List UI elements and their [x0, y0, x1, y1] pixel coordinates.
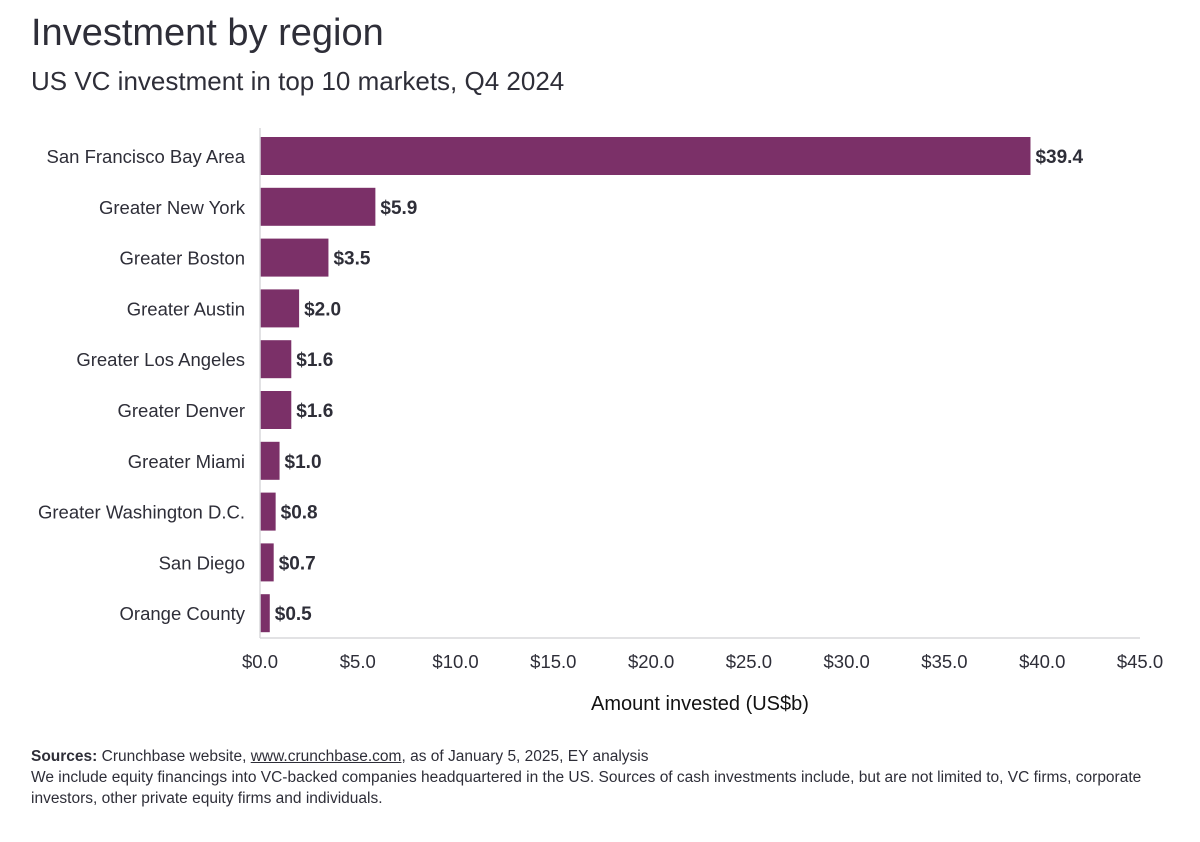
sources-text-after: , as of January 5, 2025, EY analysis — [401, 748, 649, 765]
chart-subtitle: US VC investment in top 10 markets, Q4 2… — [31, 66, 565, 96]
bars-layer: San Francisco Bay Area $39.4 Greater New Y… — [38, 137, 1083, 633]
x-tick-label: $10.0 — [432, 651, 478, 672]
value-label: $39.4 — [1035, 147, 1083, 168]
bar — [260, 391, 292, 429]
bar-chart: San Francisco Bay Area $39.4 Greater New Y… — [38, 128, 1163, 715]
value-label: $1.0 — [285, 452, 322, 473]
category-label: San Diego — [159, 552, 245, 573]
x-tick-label: $0.0 — [242, 651, 278, 672]
bar — [260, 238, 329, 277]
bar — [260, 594, 270, 633]
bar — [260, 289, 300, 328]
sources-link[interactable]: www.crunchbase.com — [250, 748, 402, 765]
x-tick-label: $40.0 — [1019, 651, 1065, 672]
sources-text-before: Crunchbase website, — [97, 748, 251, 765]
category-label: Greater Washington D.C. — [38, 502, 245, 523]
value-label: $3.5 — [333, 249, 370, 270]
x-axis-title: Amount invested (US$b) — [591, 693, 809, 715]
category-label: Greater Los Angeles — [76, 349, 245, 370]
category-label: Greater Austin — [127, 298, 245, 319]
axis-layer: $0.0 $5.0 $10.0 $15.0 $20.0 $25.0 $30.0 $35.0 $4… — [242, 128, 1163, 672]
x-tick-label: $25.0 — [726, 651, 772, 672]
value-label: $1.6 — [296, 401, 333, 422]
bar — [260, 137, 1031, 175]
sources-line: Sources: Crunchbase website, www.crunchb… — [31, 746, 1181, 767]
category-label: Greater New York — [99, 197, 246, 218]
value-label: $0.8 — [281, 503, 318, 524]
x-tick-label: $35.0 — [921, 651, 967, 672]
x-tick-label: $5.0 — [340, 651, 376, 672]
value-label: $0.7 — [279, 553, 316, 574]
sources-label: Sources: — [31, 748, 98, 765]
bar — [260, 492, 276, 531]
category-label: Greater Boston — [120, 248, 245, 269]
category-label: Orange County — [120, 603, 246, 624]
x-tick-label: $20.0 — [628, 651, 674, 672]
sources-note: Sources: Crunchbase website, www.crunchb… — [31, 746, 1181, 809]
bar — [260, 340, 292, 379]
category-label: Greater Miami — [128, 451, 245, 472]
value-label: $2.0 — [304, 299, 341, 320]
value-label: $1.6 — [296, 350, 333, 371]
x-tick-label: $30.0 — [824, 651, 870, 672]
category-label: San Francisco Bay Area — [47, 146, 246, 167]
category-label: Greater Denver — [118, 400, 246, 421]
methodology-note: We include equity financings into VC-bac… — [31, 769, 1142, 807]
x-tick-label: $15.0 — [530, 651, 576, 672]
chart-title: Investment by region — [31, 12, 384, 54]
bar — [260, 441, 280, 480]
value-label: $5.9 — [380, 198, 417, 219]
x-tick-label: $45.0 — [1117, 651, 1163, 672]
bar — [260, 187, 376, 226]
bar — [260, 543, 274, 582]
value-label: $0.5 — [275, 604, 312, 625]
